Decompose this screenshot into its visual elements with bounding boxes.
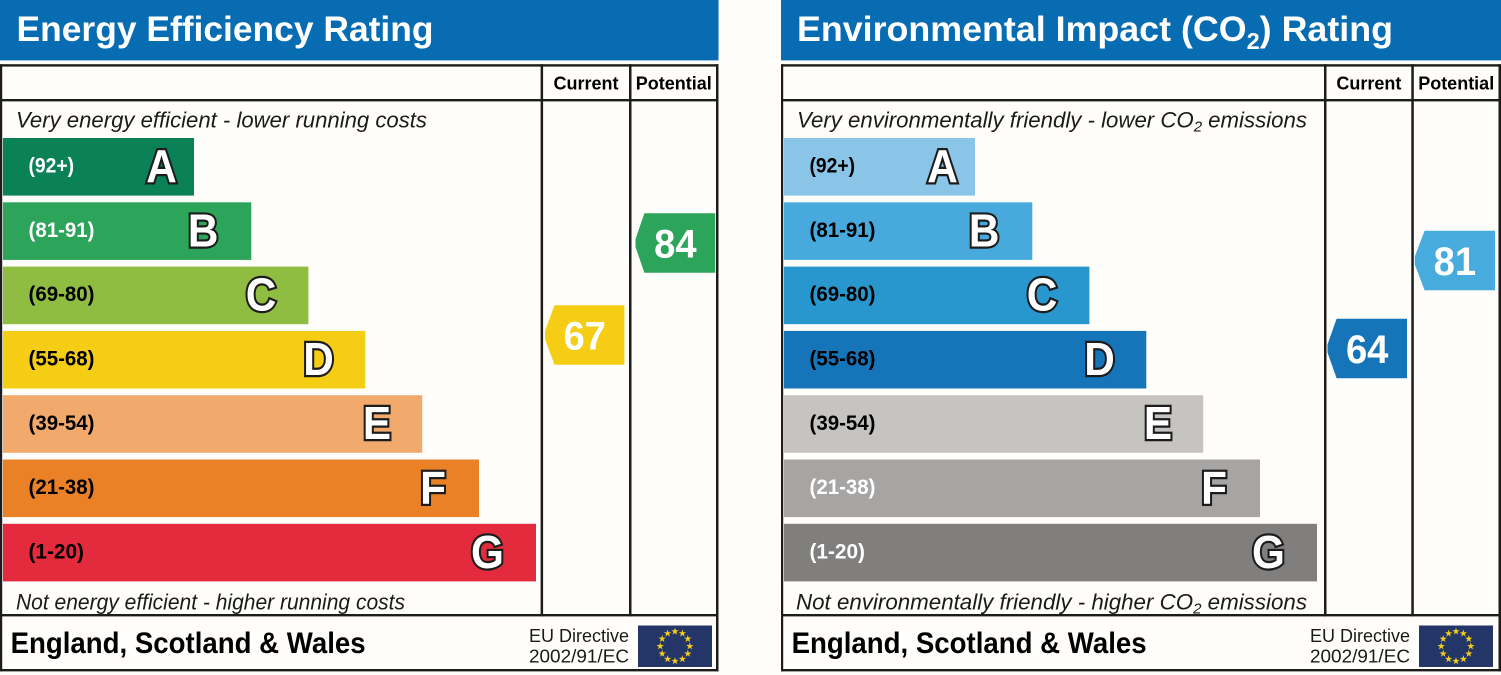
svg-text:Potential: Potential bbox=[636, 74, 712, 94]
svg-text:(39-54): (39-54) bbox=[29, 412, 95, 435]
svg-text:Current: Current bbox=[553, 74, 618, 94]
svg-text:A: A bbox=[146, 141, 177, 192]
svg-text:C: C bbox=[246, 270, 277, 321]
svg-text:(69-80): (69-80) bbox=[810, 283, 876, 306]
svg-text:D: D bbox=[303, 334, 334, 385]
svg-text:D: D bbox=[1084, 334, 1115, 385]
svg-text:EU Directive: EU Directive bbox=[529, 626, 629, 646]
svg-text:2002/91/EC: 2002/91/EC bbox=[1310, 647, 1410, 667]
svg-text:F: F bbox=[1201, 463, 1227, 514]
svg-text:(39-54): (39-54) bbox=[810, 412, 876, 435]
svg-text:(55-68): (55-68) bbox=[810, 348, 876, 371]
svg-text:Energy Efficiency Rating: Energy Efficiency Rating bbox=[17, 10, 434, 49]
svg-text:G: G bbox=[1252, 527, 1285, 578]
svg-text:England, Scotland & Wales: England, Scotland & Wales bbox=[792, 627, 1147, 660]
svg-text:81: 81 bbox=[1434, 240, 1477, 284]
svg-text:England, Scotland & Wales: England, Scotland & Wales bbox=[11, 627, 366, 660]
svg-text:Very environmentally friendly: Very environmentally friendly - lower CO bbox=[797, 107, 1194, 132]
svg-text:(92+): (92+) bbox=[810, 155, 856, 178]
svg-text:Current: Current bbox=[1336, 74, 1401, 94]
svg-text:2: 2 bbox=[1193, 118, 1203, 135]
svg-text:Environmental Impact (CO: Environmental Impact (CO bbox=[797, 10, 1247, 49]
svg-text:Potential: Potential bbox=[1418, 74, 1494, 94]
svg-text:67: 67 bbox=[563, 314, 606, 358]
svg-text:(21-38): (21-38) bbox=[29, 476, 95, 499]
svg-text:2: 2 bbox=[1192, 601, 1202, 618]
svg-text:A: A bbox=[927, 141, 958, 192]
svg-text:(81-91): (81-91) bbox=[29, 219, 95, 242]
svg-text:84: 84 bbox=[654, 222, 697, 266]
svg-text:emissions: emissions bbox=[1208, 107, 1307, 132]
svg-text:Not environmentally friendly -: Not environmentally friendly - higher CO bbox=[796, 590, 1193, 615]
svg-text:(21-38): (21-38) bbox=[810, 476, 876, 499]
svg-text:emissions: emissions bbox=[1208, 590, 1307, 615]
svg-text:F: F bbox=[420, 463, 446, 514]
svg-text:Not energy efficient - higher: Not energy efficient - higher running co… bbox=[16, 590, 405, 615]
svg-text:C: C bbox=[1027, 270, 1058, 321]
svg-text:(69-80): (69-80) bbox=[29, 283, 95, 306]
svg-text:B: B bbox=[188, 206, 219, 257]
svg-text:Very energy efficient - lower: Very energy efficient - lower running co… bbox=[16, 107, 427, 132]
svg-text:(81-91): (81-91) bbox=[810, 219, 876, 242]
svg-text:G: G bbox=[471, 527, 504, 578]
svg-text:EU Directive: EU Directive bbox=[1310, 626, 1410, 646]
svg-text:(92+): (92+) bbox=[29, 155, 75, 178]
svg-text:2: 2 bbox=[1247, 28, 1260, 54]
svg-text:(55-68): (55-68) bbox=[29, 348, 95, 371]
svg-text:(1-20): (1-20) bbox=[29, 540, 85, 563]
svg-text:(1-20): (1-20) bbox=[810, 540, 866, 563]
svg-text:2002/91/EC: 2002/91/EC bbox=[529, 647, 629, 667]
svg-text:64: 64 bbox=[1346, 328, 1389, 372]
svg-text:) Rating: ) Rating bbox=[1260, 10, 1393, 49]
svg-text:B: B bbox=[969, 206, 1000, 257]
svg-text:E: E bbox=[1144, 399, 1172, 450]
svg-text:E: E bbox=[363, 399, 391, 450]
